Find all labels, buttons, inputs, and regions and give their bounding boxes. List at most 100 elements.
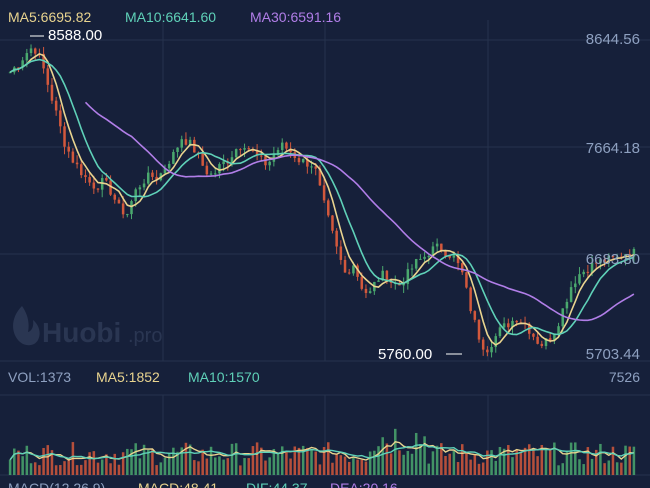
volume-bar — [494, 460, 498, 475]
volume-bar — [469, 459, 472, 475]
volume-bar — [586, 447, 590, 475]
volume-bar — [624, 445, 627, 475]
candle-body — [565, 301, 569, 309]
candle-body — [92, 182, 96, 189]
candle-body — [435, 243, 439, 247]
volume-bar — [423, 436, 426, 475]
candle-body — [80, 164, 83, 176]
candle-body — [8, 72, 12, 74]
candle-body — [448, 256, 451, 258]
volume-bar — [54, 465, 58, 475]
volume-bar — [335, 454, 338, 475]
candle-body — [142, 183, 146, 188]
volume-bar — [297, 447, 301, 475]
candle-body — [247, 148, 250, 150]
volume-bar — [29, 463, 33, 475]
candles — [8, 44, 636, 358]
candle-body — [222, 161, 225, 165]
candle-body — [532, 333, 535, 337]
volume-bar — [347, 461, 351, 475]
volume-bar — [318, 464, 322, 475]
candle-body — [507, 323, 510, 328]
candle-body — [327, 200, 330, 216]
candle-body — [498, 327, 502, 337]
volume-bar — [42, 447, 45, 475]
volume-ma5-legend: MA5:1852 — [96, 369, 160, 385]
candle-body — [331, 215, 334, 231]
candle-body — [33, 48, 37, 54]
candle-body — [536, 336, 539, 344]
candle-body — [146, 172, 150, 184]
candle-body — [151, 172, 154, 177]
candle-body — [130, 201, 133, 215]
volume-ma10-line — [9, 444, 635, 461]
price-axis-bottom: 5703.44 — [586, 346, 640, 363]
volume-bar — [272, 448, 276, 475]
volume-bar — [419, 443, 422, 475]
candle-body — [603, 259, 606, 263]
volume-bar — [406, 450, 410, 475]
volume-bar — [322, 447, 326, 475]
volume-bar — [427, 463, 431, 475]
volume-bar — [167, 453, 171, 475]
low-label: 5760.00 — [378, 346, 432, 363]
candle-body — [163, 168, 167, 174]
candle-body — [138, 187, 142, 190]
candle-body — [423, 256, 426, 259]
volume-bar — [414, 432, 418, 475]
volume-bar — [599, 443, 602, 475]
volume-bar — [368, 451, 372, 475]
volume-bar — [352, 457, 355, 475]
volume-bar — [67, 458, 70, 475]
candle-body — [134, 189, 137, 202]
volume-bar — [8, 459, 12, 475]
price-axis-low: 6683.80 — [586, 251, 640, 268]
ma5-legend: MA5:6695.82 — [8, 9, 91, 25]
candle-body — [84, 175, 87, 178]
volume-bar — [100, 459, 104, 475]
volume-bar — [615, 462, 619, 475]
candle-body — [121, 203, 125, 215]
volume-bar — [557, 465, 560, 475]
volume-bar — [146, 449, 150, 475]
volume-bar — [410, 453, 414, 475]
candle-body — [440, 243, 443, 251]
candle-body — [582, 271, 585, 275]
volume-bar — [59, 465, 62, 475]
candle-body — [21, 60, 24, 68]
volume-ma-lines — [9, 441, 635, 461]
volume-bar — [632, 446, 636, 475]
candle-body — [109, 180, 112, 195]
volume-bar — [172, 447, 175, 475]
volume-bar — [163, 457, 167, 475]
candle-body — [54, 100, 58, 111]
volume-bar — [402, 454, 405, 475]
candle-body — [385, 270, 389, 282]
volume-bar — [239, 465, 242, 475]
candle-body — [548, 338, 552, 341]
candle-body — [322, 185, 326, 201]
volume-bar — [255, 442, 259, 475]
volume-bar — [176, 451, 179, 475]
candle-body — [356, 265, 359, 277]
candle-body — [452, 255, 456, 258]
volume-bars — [8, 428, 636, 475]
volume-bar — [75, 465, 79, 475]
volume-bar — [63, 461, 66, 475]
volume-bar — [611, 446, 615, 475]
candle-body — [230, 157, 234, 164]
volume-bar — [142, 444, 146, 475]
candle-body — [310, 166, 313, 168]
candle-body — [113, 194, 117, 200]
candle-body — [167, 163, 171, 169]
candle-body — [402, 283, 405, 286]
volume-bar — [264, 460, 267, 475]
volume-bar — [620, 462, 623, 475]
candle-body — [318, 168, 322, 186]
volume-bar — [398, 450, 401, 475]
volume-ma10-legend: MA10:1570 — [188, 369, 260, 385]
volume-bar — [603, 463, 606, 475]
volume-bar — [201, 449, 204, 475]
volume-bar — [151, 448, 154, 475]
